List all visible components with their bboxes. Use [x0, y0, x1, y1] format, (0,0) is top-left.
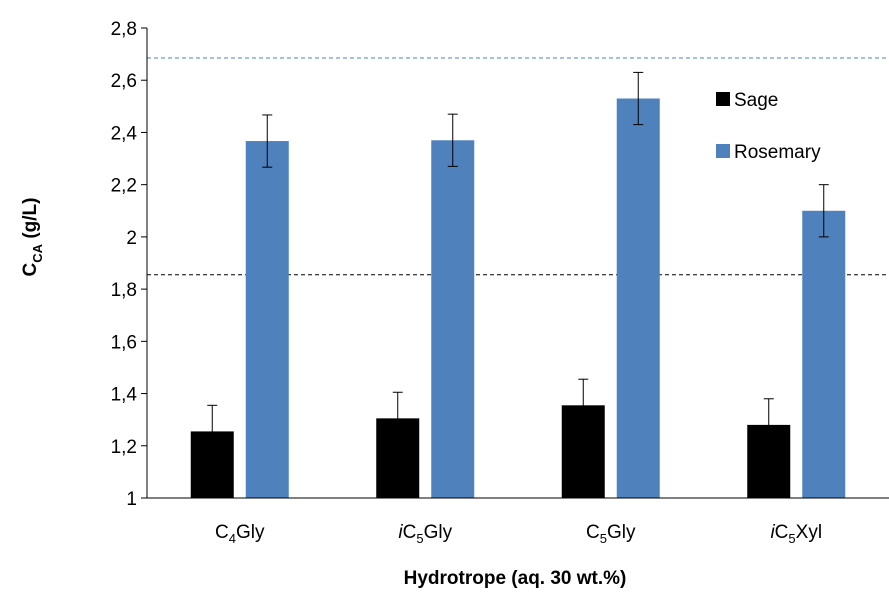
- bar-rosemary: [616, 98, 660, 498]
- legend-swatch-rosemary: [716, 144, 730, 158]
- bar-rosemary: [802, 210, 846, 498]
- y-tick-label: 2,2: [111, 176, 137, 197]
- legend: Sage Rosemary: [716, 90, 821, 163]
- y-axis-title: CCA (g/L): [20, 198, 45, 277]
- y-tick-label: 1,2: [111, 437, 137, 458]
- legend-swatch-sage: [716, 92, 730, 106]
- y-tick-label: 1,4: [111, 385, 138, 406]
- bars: [190, 71, 846, 499]
- reference-lines: [147, 57, 889, 276]
- y-tick-label: 2,8: [111, 19, 137, 40]
- y-tick-label: 1: [126, 489, 137, 510]
- y-ticks: 1 1,2 1,4 1,6 1,8 2 2,2 2,4 2,6 2,8: [111, 19, 147, 510]
- legend-label-rosemary: Rosemary: [734, 142, 821, 163]
- bar-rosemary: [431, 140, 475, 498]
- legend-label-sage: Sage: [734, 90, 778, 111]
- x-tick-labels: C4Gly iC5Gly C5Gly iC5Xyl: [215, 522, 822, 546]
- x-tick-label: C5Gly: [586, 522, 636, 546]
- x-tick-label: C4Gly: [215, 522, 265, 546]
- x-tick-label: iC5Xyl: [770, 522, 822, 546]
- y-tick-label: 1,8: [111, 280, 137, 301]
- y-tick-label: 2: [126, 228, 137, 249]
- x-tick-label: iC5Gly: [398, 522, 452, 546]
- bar-rosemary: [245, 141, 289, 499]
- axes: [146, 28, 889, 499]
- y-tick-label: 2,4: [111, 123, 138, 144]
- y-tick-label: 2,6: [111, 71, 137, 92]
- x-axis-title: Hydrotrope (aq. 30 wt.%): [404, 568, 627, 589]
- y-tick-label: 1,6: [111, 332, 137, 353]
